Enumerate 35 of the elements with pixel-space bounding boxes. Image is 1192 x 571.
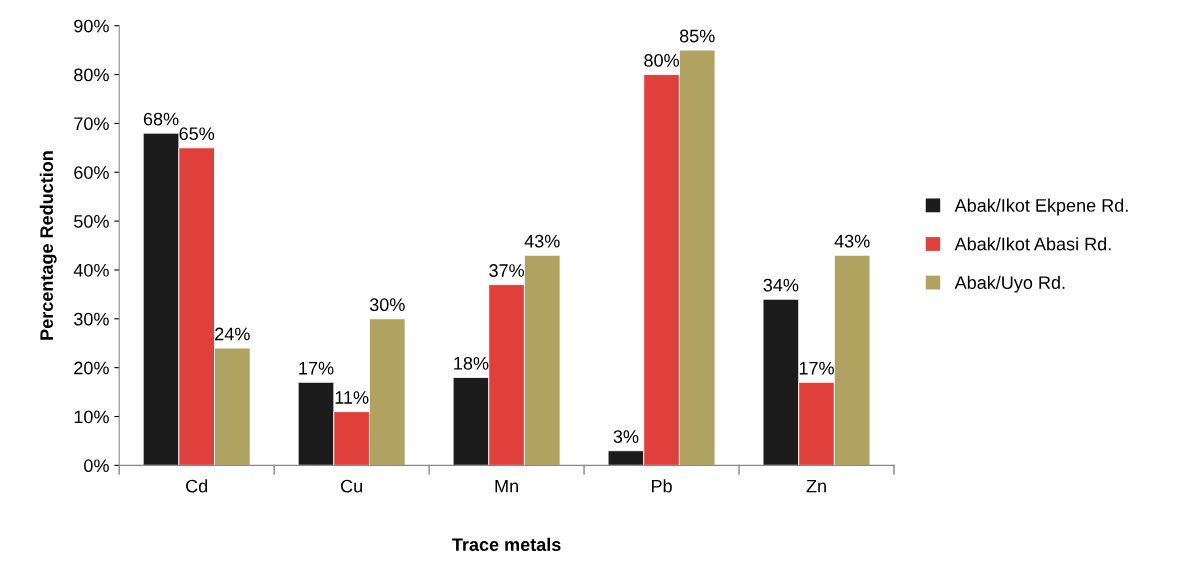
data-label: 68% xyxy=(143,112,179,126)
y-tick-label: 40% xyxy=(73,263,109,277)
legend-label: Abak/Ikot Abasi Rd. xyxy=(954,237,1111,251)
data-label: 24% xyxy=(215,327,250,341)
data-label: 17% xyxy=(799,361,834,375)
y-tick-label: 90% xyxy=(74,19,109,33)
data-label: 85% xyxy=(679,29,715,43)
data-label: 17% xyxy=(299,361,334,375)
x-tick-label: Cd xyxy=(186,479,208,493)
y-tick-label: 80% xyxy=(74,68,109,82)
data-label: 30% xyxy=(369,298,405,312)
y-tick-label: 50% xyxy=(74,215,109,228)
data-label: 65% xyxy=(179,127,215,141)
legend-label: Abak/Ikot Ekpene Rd. xyxy=(954,198,1128,216)
data-label: 37% xyxy=(489,264,525,277)
data-label: 34% xyxy=(763,278,799,292)
y-tick-label: 20% xyxy=(74,361,109,375)
data-label: 3% xyxy=(613,430,639,443)
x-tick-label: Cu xyxy=(341,479,362,493)
data-label: 43% xyxy=(524,234,560,248)
y-tick-label: 0% xyxy=(84,459,109,473)
legend-label: Abak/Uyo Rd. xyxy=(954,275,1065,293)
data-label: 80% xyxy=(644,54,679,67)
x-tick-label: Mn xyxy=(495,479,518,493)
y-axis-title: Percentage Reduction xyxy=(39,151,57,340)
data-label: 43% xyxy=(834,234,870,248)
x-axis-title: Trace metals xyxy=(452,537,561,552)
y-tick-label: 70% xyxy=(74,117,109,131)
y-tick-label: 60% xyxy=(74,166,109,179)
y-tick-label: 10% xyxy=(74,410,109,424)
data-label: 11% xyxy=(335,391,369,404)
x-tick-label: Zn xyxy=(806,479,826,493)
x-tick-label: Pb xyxy=(652,479,672,493)
data-label: 18% xyxy=(454,356,489,370)
y-tick-label: 30% xyxy=(74,312,109,326)
